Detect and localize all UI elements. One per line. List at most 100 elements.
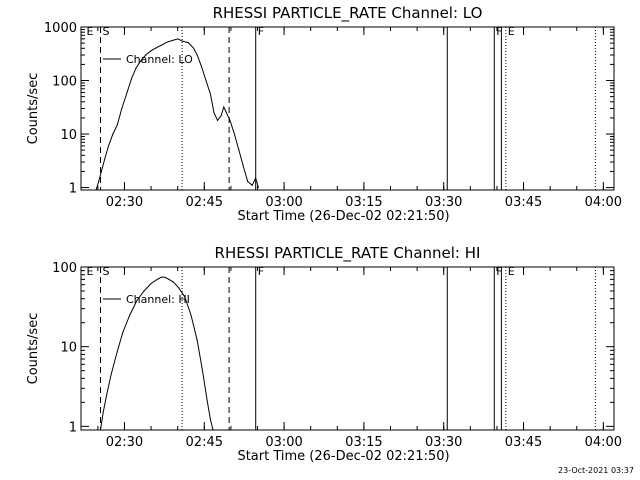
panel-2-data-point [190, 314, 192, 316]
panel-1-marker-label-f: F [258, 25, 264, 38]
panel-2-y-tick-label: 1 [69, 420, 77, 435]
panel-2-legend-label: Channel: HI [126, 293, 190, 306]
panel-1-data-point [104, 157, 106, 159]
panel-1-x-tick-label: 02:45 [186, 195, 223, 210]
panel-2-data-point [209, 419, 211, 421]
panel-1-x-tick-label: 03:00 [265, 195, 302, 210]
panel-1-data-point [225, 112, 227, 114]
panel-1-data-point [182, 40, 184, 42]
panel-1-plot-frame [80, 26, 615, 191]
panel-1-data-point [155, 47, 157, 49]
panel-1-data-point [100, 170, 102, 172]
panel-1-y-tick-label: 10 [60, 128, 77, 143]
panel-2-data-point [100, 429, 102, 430]
panel-1-data-point [247, 180, 249, 182]
panel-2-data-point [143, 290, 145, 292]
panel-1-x-tick-label: 03:15 [345, 195, 382, 210]
panel-2-x-tick-label: 03:00 [265, 435, 302, 450]
panel-2-data-point [212, 429, 214, 430]
panel-1-data-point [161, 44, 163, 46]
print-timestamp: 23-Oct-2021 03:37 [558, 466, 634, 475]
panel-2-plot-frame [80, 266, 615, 431]
panel-2-x-tick-label: 02:30 [106, 435, 143, 450]
panel-1-title: RHESSI PARTICLE_RATE Channel: LO [213, 4, 483, 23]
panel-2-x-tick-label: 02:45 [186, 435, 223, 450]
panel-2-plot: RHESSI PARTICLE_RATE Channel: HI 02:30 02:… [26, 244, 622, 464]
panel-1-data-point [126, 91, 128, 93]
panel-1-x-tick-label: 03:30 [425, 195, 462, 210]
panel-1-marker-label-f: F [496, 25, 502, 38]
panel-1-y-axis-label: Counts/sec [26, 73, 41, 145]
panel-2-data-point [184, 296, 186, 298]
panel-2-title: RHESSI PARTICLE_RATE Channel: HI [215, 244, 481, 263]
panel-1-data-point [121, 108, 123, 109]
panel-2-data-point [150, 283, 152, 285]
panel-1-data-point [139, 60, 141, 62]
panel-2-data-point [168, 278, 170, 280]
panel-1-data-point [131, 77, 133, 79]
panel-1-x-tick-label: 03:45 [505, 195, 542, 210]
panel-1-marker-label-e: E [508, 25, 515, 38]
panel-2-data-point [110, 373, 112, 375]
panel-1-data-point [217, 119, 219, 121]
panel-1-data-point [107, 145, 109, 147]
panel-1-marker-label-s: S [103, 25, 110, 38]
panel-1-data-point [135, 67, 137, 69]
panel-1-data-point [251, 184, 253, 186]
panel-2-marker-label-e: E [87, 265, 94, 278]
panel-1-data-point [193, 47, 195, 49]
panel-2-data-point [136, 299, 138, 301]
panel-1-x-tick-label: 02:30 [106, 195, 143, 210]
panel-1-data-point [150, 50, 152, 52]
panel-2-data-point [178, 287, 180, 289]
panel-2-data-point [201, 370, 203, 372]
panel-2-data-point [206, 398, 208, 400]
panel-1-data-point [201, 66, 203, 68]
panel-2-data-point [172, 281, 174, 283]
panel-1-y-tick-label: 1 [69, 182, 77, 197]
panel-2-marker-label-f: F [496, 265, 502, 278]
panel-2-x-tick-label: 04:00 [585, 435, 622, 450]
panel-2-data-point [164, 276, 166, 278]
panel-1-data-point [223, 106, 225, 108]
panel-1-data-point [220, 115, 222, 117]
panel-1-data-point [116, 124, 118, 126]
panel-2-marker-label-e: E [508, 265, 515, 278]
panel-1-data-point [242, 165, 244, 167]
panel-2-data-point [161, 276, 163, 278]
panel-2-x-tick-label: 03:45 [505, 435, 542, 450]
panel-1-data-point [98, 180, 100, 182]
panel-1-y-tick-label: 100 [52, 75, 77, 90]
panel-1-data-point [229, 119, 231, 121]
panel-2-data-point [129, 314, 131, 316]
panel-1-y-tick-label: 1000 [44, 21, 77, 36]
panel-2-y-tick-label: 10 [60, 341, 77, 356]
panel-1-data-point [166, 41, 168, 43]
panel-2-y-tick-label: 100 [52, 261, 77, 276]
panel-1-data-point [196, 54, 198, 56]
panel-2-x-axis-label: Start Time (26-Dec-02 02:21:50) [237, 449, 449, 464]
panel-2-x-tick-label: 03:15 [345, 435, 382, 450]
panel-1-data-point [213, 112, 215, 114]
panel-2-marker-label-s: S [103, 265, 110, 278]
panel-2-data-point [196, 339, 198, 341]
panel-1-data-point [177, 38, 179, 40]
panel-2-data-point [115, 353, 117, 355]
panel-2-data-point [102, 411, 104, 413]
panel-2-x-tick-label: 03:30 [425, 435, 462, 450]
panel-1-data-point [187, 42, 189, 44]
panel-2-data-point [106, 394, 108, 396]
panel-1-x-axis-label: Start Time (26-Dec-02 02:21:50) [237, 209, 449, 224]
panel-1-data-point [233, 133, 235, 135]
panel-1-data-point [171, 39, 173, 41]
panel-2-marker-label-f: F [258, 265, 264, 278]
panel-1-legend-label: Channel: LO [126, 53, 193, 66]
panel-1-data-point [205, 80, 207, 82]
panel-2-data-point [122, 332, 124, 334]
panel-1-x-tick-label: 04:00 [585, 195, 622, 210]
panel-1-data-point [209, 93, 211, 95]
panel-2-data-point [156, 278, 158, 280]
panel-2-y-axis-label: Counts/sec [26, 313, 41, 385]
panel-1-data-point [145, 54, 147, 56]
